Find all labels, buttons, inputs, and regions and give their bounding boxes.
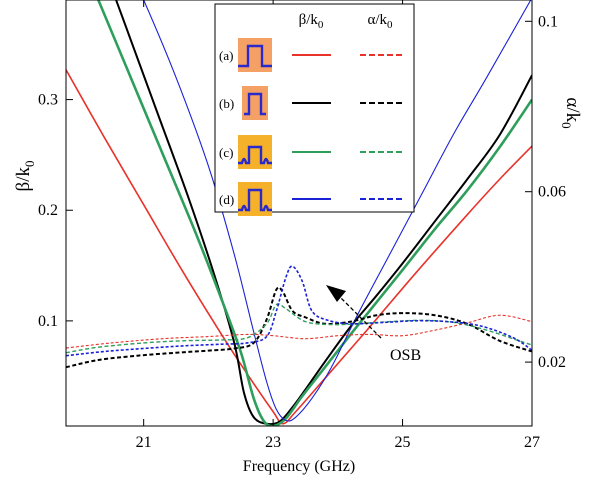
legend: β/k0 α/k0 (a) (b) (c) (d) — [214, 3, 415, 216]
left-axis-label: β/k0 — [13, 161, 37, 192]
series-alpha-b — [66, 286, 532, 369]
legend-header-beta: β/k0 — [299, 12, 324, 31]
right-axis-label: α/k0 — [559, 97, 583, 128]
plot-frame — [65, 0, 533, 427]
legend-entry-d: (d) — [219, 182, 402, 216]
y-left-tick-label: 0.1 — [38, 313, 58, 330]
legend-inset-d — [238, 182, 272, 216]
legend-inset-trace — [238, 145, 272, 165]
x-tick-label: 23 — [265, 434, 281, 451]
y-right-tick-label: 0.06 — [538, 184, 566, 201]
legend-entry-label: (b) — [219, 96, 234, 111]
series-beta-a — [66, 69, 532, 425]
x-tick-label: 21 — [136, 434, 152, 451]
legend-entry-label: (d) — [219, 192, 234, 207]
osb-label: OSB — [390, 347, 421, 364]
legend-entry-b: (b) — [219, 86, 402, 120]
osb-annotation: OSB — [326, 285, 421, 364]
y-left-tick-label: 0.3 — [38, 92, 58, 109]
legend-entry-label: (a) — [219, 48, 233, 63]
legend-entry-label: (c) — [219, 145, 233, 160]
series-alpha-d — [66, 265, 532, 357]
y-right-tick-label: 0.02 — [538, 354, 566, 371]
x-tick-label: 27 — [524, 434, 540, 451]
x-axis-label: Frequency (GHz) — [243, 458, 355, 475]
y-left-tick-label: 0.2 — [38, 202, 58, 219]
series-alpha-a — [66, 314, 532, 349]
legend-inset-trace — [244, 92, 266, 116]
legend-inset-c — [238, 135, 272, 169]
legend-header-alpha: α/k0 — [367, 12, 393, 31]
series-beta-d — [143, 0, 532, 422]
x-tick-label: 25 — [395, 434, 411, 451]
legend-inset-trace — [238, 188, 272, 212]
series-alpha-c — [66, 303, 532, 354]
legend-entry-a: (a) — [219, 38, 402, 72]
ticks-layer: 21 23 25 27 0.1 0.2 0.3 0.02 0.06 0.1 — [38, 0, 566, 451]
y-right-tick-label: 0.1 — [538, 13, 558, 30]
legend-entry-c: (c) — [219, 135, 402, 169]
legend-inset-trace — [238, 44, 272, 68]
